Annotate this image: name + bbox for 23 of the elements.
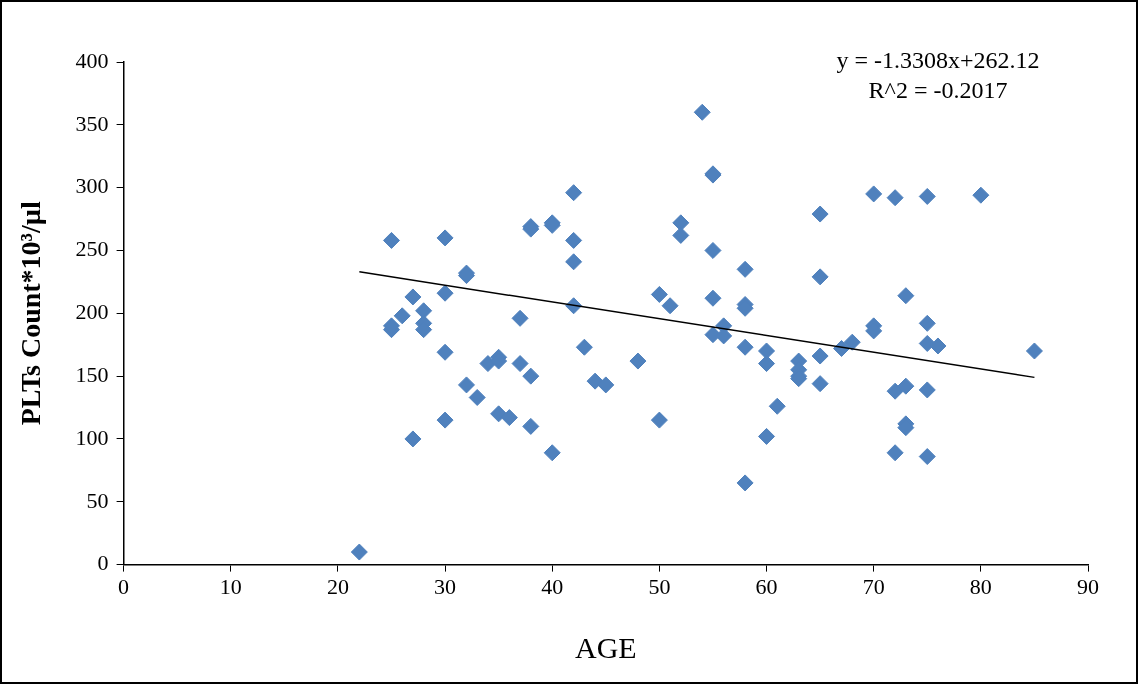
x-tick-label: 40: [541, 573, 564, 599]
x-tick-label: 90: [1077, 573, 1099, 599]
x-tick-label: 60: [755, 573, 778, 599]
y-tick-label: 250: [75, 236, 109, 262]
y-tick-label: 50: [86, 487, 109, 513]
x-tick-label: 20: [326, 573, 349, 599]
x-axis-title: AGE: [574, 630, 637, 664]
y-tick-label: 150: [75, 361, 109, 387]
y-tick-label: 100: [75, 424, 109, 450]
x-tick-label: 30: [434, 573, 457, 599]
y-tick-label: 400: [75, 47, 109, 73]
x-tick-label: 70: [862, 573, 885, 599]
x-tick-label: 80: [969, 573, 992, 599]
y-tick-label: 0: [97, 550, 109, 576]
y-tick-label: 300: [75, 173, 109, 199]
y-tick-label: 350: [75, 110, 109, 136]
y-tick-label: 200: [75, 299, 109, 325]
x-tick-label: 10: [219, 573, 242, 599]
annotation: R^2 = -0.2017: [868, 77, 1008, 104]
x-tick-label: 0: [118, 573, 130, 599]
annotation: y = -1.3308x+262.12: [836, 47, 1040, 74]
x-tick-label: 50: [648, 573, 671, 599]
y-axis-title: PLTs Count*10³/µl: [15, 201, 47, 426]
